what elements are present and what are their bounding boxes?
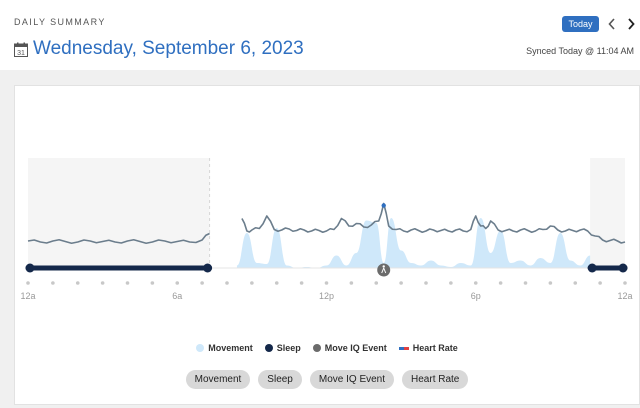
heart-rate-layer: [27, 202, 626, 245]
x-tick-dot-19: [498, 281, 503, 285]
movement-area: [236, 218, 591, 268]
daily-chart-card: 12a 6a 12p 6p 12a Movement Sleep Move IQ Eve…: [14, 85, 640, 405]
x-tick-dot-20: [523, 281, 528, 285]
legend-move-iq-label: Move IQ Event: [324, 343, 387, 353]
x-tick-label-0: 12a: [20, 291, 35, 301]
heart-rate-line-icon: [398, 346, 409, 350]
x-tick-dot-17: [449, 281, 453, 285]
x-tick-dot-21: [548, 281, 553, 285]
calendar-icon[interactable]: 31: [14, 42, 28, 57]
x-tick-dot-12: [324, 281, 329, 285]
movement-dot-icon: [196, 344, 205, 352]
sleep-filter-button[interactable]: Sleep: [258, 370, 302, 389]
x-tick-dot-0: [26, 281, 30, 285]
x-tick-label-3: 6p: [471, 291, 481, 301]
sleep-shade-1: [590, 158, 625, 268]
x-tick-dot-18: [473, 281, 478, 285]
today-button[interactable]: Today: [562, 16, 599, 32]
next-day-chevron-right-icon[interactable]: [624, 16, 638, 32]
x-tick-dot-3: [100, 281, 105, 285]
x-tick-dot-11: [299, 281, 304, 285]
daily-summary-label: DAILY SUMMARY: [14, 17, 106, 27]
x-tick-dot-15: [399, 281, 403, 285]
move-iq-walking-head: [382, 265, 385, 268]
x-tick-dot-9: [250, 281, 254, 285]
heart-rate-peak-1-20: [381, 203, 386, 208]
sleep-end-clock-icon-0: [203, 263, 213, 273]
movement-filter-button[interactable]: Movement: [185, 370, 251, 389]
legend-sleep-label: Sleep: [276, 343, 301, 353]
chart-filter-buttons: Movement Sleep Move IQ Event Heart Rate: [15, 370, 639, 389]
legend-movement-label: Movement: [208, 343, 253, 353]
x-tick-dot-22: [573, 281, 578, 285]
date-header: 31 Wednesday, September 6, 2023: [14, 38, 304, 60]
sync-status: Synced Today @ 11:04 AM: [526, 46, 634, 56]
x-tick-dot-6: [175, 281, 180, 285]
x-axis: 12a 6a 12p 6p 12a: [20, 281, 633, 301]
x-tick-dot-8: [225, 281, 229, 285]
x-tick-dot-4: [125, 281, 130, 285]
sleep-start-moon-icon-1: [587, 263, 597, 273]
x-tick-label-1: 6a: [172, 291, 182, 301]
move-iq-walking-legs: [381, 267, 387, 274]
x-tick-dot-24: [623, 281, 627, 285]
move-iq-filter-button[interactable]: Move IQ Event: [309, 370, 395, 389]
x-tick-dot-14: [374, 281, 379, 285]
heart-rate-filter-button[interactable]: Heart Rate: [402, 370, 469, 389]
legend-move-iq: Move IQ Event: [312, 343, 387, 353]
move-iq-dot-icon: [312, 344, 321, 352]
sleep-shade-0: [28, 158, 210, 268]
chart-legend: Movement Sleep Move IQ Event Heart Rate: [15, 343, 639, 353]
movement-layer: [236, 218, 591, 268]
move-iq-walking-icon: [377, 263, 391, 277]
legend-sleep: Sleep: [264, 343, 301, 353]
x-tick-dot-7: [200, 281, 204, 285]
x-tick-dot-13: [349, 281, 354, 285]
sleep-end-clock-icon-1: [618, 263, 628, 273]
timeline-layer: [25, 263, 628, 277]
calendar-day: 31: [17, 50, 25, 57]
x-tick-dot-23: [598, 281, 602, 285]
legend-heart-rate-label: Heart Rate: [412, 343, 458, 353]
x-tick-dot-1: [51, 281, 55, 285]
x-tick-dot-10: [274, 281, 279, 285]
legend-movement: Movement: [196, 343, 253, 353]
previous-day-chevron-left-icon[interactable]: [605, 16, 619, 32]
x-tick-dot-16: [424, 281, 428, 285]
x-tick-dot-2: [75, 281, 80, 285]
sleep-start-moon-icon-0: [25, 263, 35, 273]
sleep-dot-icon: [264, 344, 273, 352]
x-tick-dot-5: [150, 281, 155, 285]
legend-heart-rate: Heart Rate: [398, 343, 458, 353]
x-tick-label-4: 12a: [617, 291, 632, 301]
heart-rate-line-1: [241, 202, 626, 244]
x-tick-label-2: 12p: [319, 291, 334, 301]
sleep-background-layer: [28, 158, 625, 268]
daily-activity-chart: 12a 6a 12p 6p 12a: [20, 158, 633, 301]
heart-rate-line-0: [27, 232, 210, 245]
page-title: Wednesday, September 6, 2023: [33, 38, 304, 59]
